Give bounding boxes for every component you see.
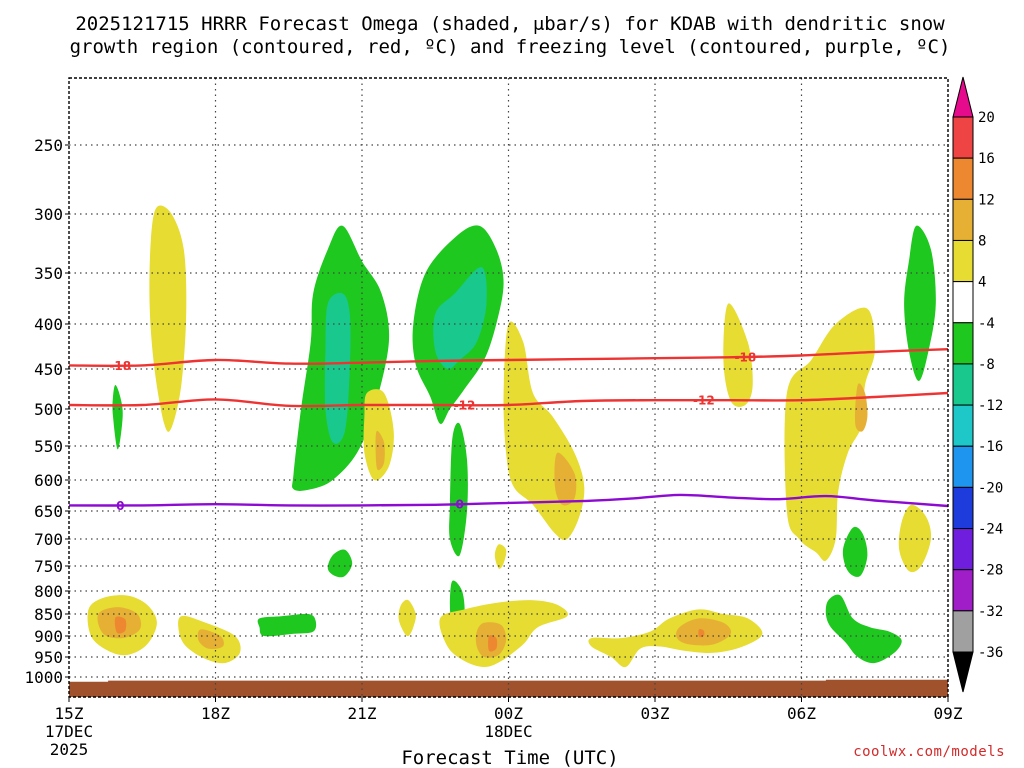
colorbar-bin-8-12 [952,198,974,241]
colorbar-label--28: -28 [978,563,1003,579]
y-tick-900: 900 [34,627,63,646]
colorbar: 20 16 12 8 4 -4 -8 -12 -16 -20 -24 -28 -32 -36 [952,76,1003,693]
colorbar-label--36: -36 [978,645,1003,661]
colorbar-bin--24--20 [952,486,974,530]
colorbar-bin--20--16 [952,445,974,488]
y-tick-850: 850 [34,605,63,624]
contour-lines: -18 -18 -12 -12 0 0 [69,348,948,513]
x-tick-15Z: 15Z [55,704,84,723]
omega-region-upper-plume-pos [149,205,187,432]
omega-region-pos-low-18z-core [197,629,224,649]
x-axis-label: Forecast Time (UTC) [401,747,618,768]
y-tick-1000: 1000 [24,668,63,687]
colorbar-label--12: -12 [978,398,1003,414]
colorbar-bin--28--24 [952,528,974,571]
colorbar-under-triangle [952,651,974,693]
contour-label-dgz-minus12-0: -12 [454,399,476,413]
colorbar-label--4: -4 [978,316,995,332]
colorbar-label-12: 12 [978,192,995,208]
colorbar-label--20: -20 [978,480,1003,496]
omega-region-small-green-left [112,385,123,450]
title-line-2: growth region (contoured, red, ºC) and f… [70,36,951,58]
y-tick-800: 800 [34,582,63,601]
colorbar-label-4: 4 [978,275,986,291]
contour-label-freezing-level-1: 0 [455,498,463,512]
x-tick-09Z: 09Z [934,704,963,723]
y-tick-950: 950 [34,648,63,667]
x-tick-sub1-00Z: 18DEC [484,722,532,741]
x-tick-21Z: 21Z [348,704,377,723]
x-tick-18Z: 18Z [201,704,230,723]
colorbar-bin-16-20 [952,116,974,159]
colorbar-label--32: -32 [978,604,1003,620]
omega-region-pos-right-mid [898,504,932,573]
x-tick-sub1-15Z: 17DEC [45,722,93,741]
colorbar-bin--16--12 [952,404,974,447]
y-tick-400: 400 [34,315,63,334]
omega-region-pos-740-tiny [494,544,507,569]
omega-region-green-750-left [327,549,353,578]
contour-label-dgz-minus18-1: -18 [734,350,756,364]
contour-freezing-level [69,493,948,508]
omega-region-pos-03z-plume [723,303,753,407]
y-tick-700: 700 [34,530,63,549]
y-tick-250: 250 [34,136,63,155]
omega-region-pos-low-2330z-core [488,635,498,652]
y-tick-350: 350 [34,264,63,283]
colorbar-bin--36--32 [952,610,974,653]
x-tick-00Z: 00Z [494,704,523,723]
y-tick-450: 450 [34,360,63,379]
x-tick-03Z: 03Z [641,704,670,723]
contour-label-freezing-level-0: 0 [116,499,124,513]
plot-area: -18 -18 -12 -12 0 0 [68,77,949,698]
omega-shaded-regions [69,205,948,697]
colorbar-bin--4-4 [952,281,974,324]
omega-region-pos-low-21z [398,599,416,637]
y-tick-600: 600 [34,471,63,490]
colorbar-bin-4-8 [952,239,974,283]
y-axis-ticks: 250 300 350 400 450 500 550 600 650 700 750 800 850 9… [24,136,69,687]
x-tick-sub2-15Z: 2025 [50,740,89,759]
colorbar-label--8: -8 [978,357,995,373]
colorbar-bin--32--28 [952,569,974,612]
gridlines [69,78,948,697]
colorbar-label-16: 16 [978,151,995,167]
omega-region-pos-low-03z-core [698,629,705,638]
contour-label-dgz-minus12-1: -12 [693,394,715,408]
colorbar-bin--12--8 [952,363,974,406]
colorbar-label-8: 8 [978,233,986,249]
y-tick-750: 750 [34,557,63,576]
terrain-strip [69,679,948,697]
omega-region-green-low-06z [825,594,902,664]
omega-region-green-low-19z [257,613,317,637]
y-tick-650: 650 [34,502,63,521]
omega-region-green-right-top [904,225,936,381]
omega-region-pos-06z-core [854,383,868,432]
y-tick-550: 550 [34,437,63,456]
omega-region-pos-00z-core [554,452,577,506]
colorbar-label--16: -16 [978,439,1003,455]
colorbar-label-20: 20 [978,110,995,126]
credit-text: coolwx.com/models [853,744,1005,760]
omega-region-green-streak-22z [449,422,468,557]
colorbar-bin-12-16 [952,157,974,200]
title-line-1: 2025121715 HRRR Forecast Omega (shaded, … [75,13,945,35]
y-tick-300: 300 [34,205,63,224]
contour-label-dgz-minus18-0: -18 [109,359,131,373]
contour-dgz-minus18 [69,348,948,367]
x-tick-06Z: 06Z [787,704,816,723]
contour-dgz-minus12 [69,391,948,408]
omega-region-big-green-right-core [433,266,487,370]
y-tick-500: 500 [34,400,63,419]
omega-region-pos-low-left-core [114,616,127,634]
omega-region-mid-pos-21z-core [375,430,385,471]
colorbar-bin--8--4 [952,322,974,365]
colorbar-label--24: -24 [978,522,1003,538]
